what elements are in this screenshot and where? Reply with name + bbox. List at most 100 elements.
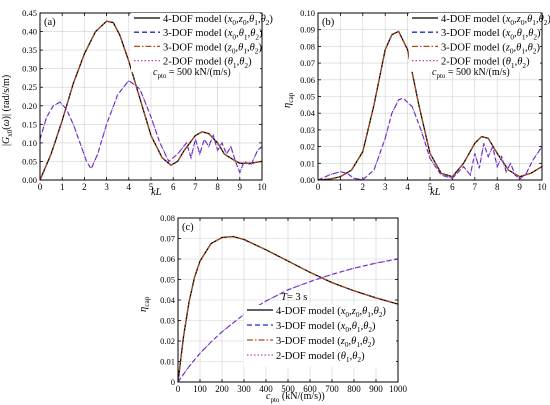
panel-label: (a) [44,17,56,28]
legend-entry-3: 3-DOF model (z0,θ1,θ2) [276,336,375,349]
x-tick-label: 1 [338,182,343,192]
y-axis-label: |Gx0(ω)| (rad/s/m) [1,75,14,146]
x-tick-label: 900 [369,384,383,394]
panel-c: 0 100 200 300 400 500 600 700 800 900 1000 0 0.01 0.0… [138,213,408,404]
y-tick-label: 0.10 [300,8,315,18]
legend-entry-2: 3-DOF model (x0,θ1,θ2) [163,28,263,41]
x-axis-label: cpto (kN/(m/s)) [266,391,325,404]
x-tick-label: 6 [450,182,455,192]
legend-entry-3: 3-DOF model (z0,θ1,θ2) [163,42,262,55]
y-tick-label: 0.40 [22,27,37,37]
y-axis-label: ηcap [138,296,151,312]
legend-entry-4: 2-DOF model (θ1,θ2) [441,57,530,70]
x-tick-label: 2 [361,182,366,192]
series-line-4 [317,97,543,181]
x-tick-label: 7 [193,182,198,192]
legend-entry-1: 4-DOF model (x0,z0,θ1,θ2) [441,14,550,27]
y-tick-label: 0.06 [300,75,315,85]
x-axis-label: kL [430,187,441,198]
y-tick-label: 0.45 [22,8,37,18]
y-tick-label: 0.02 [300,142,315,152]
legend-entry-1: 4-DOF model (x0,z0,θ1,θ2) [276,306,386,319]
x-tick-label: 10 [258,182,268,192]
legend-entry-2: 3-DOF model (x0,θ1,θ2) [276,321,376,334]
series-line-3 [177,235,399,383]
x-tick-label: 0 [38,182,43,192]
legend-entry-2: 3-DOF model (x0,θ1,θ2) [441,28,541,41]
x-tick-label: 4 [405,182,410,192]
panel-b: 0 1 2 3 4 5 6 7 8 9 10 0.00 0.01 0.02 0.03 0.04 0.05 0.06… [282,8,550,198]
legend-entry-4: 2-DOF model (θ1,θ2) [276,351,365,364]
y-tick-label: 0.15 [22,119,37,129]
x-tick-label: 9 [517,182,522,192]
y-tick-label: 0.08 [160,213,175,223]
x-axis-label: kL [151,187,162,198]
panel-label: (b) [322,17,335,28]
legend-entry-1: 4-DOF model (x0,z0,θ1,θ2) [163,14,273,27]
x-tick-label: 300 [237,384,251,394]
y-tick-label: 0.03 [160,316,175,326]
y-tick-label: 0.06 [160,254,175,264]
series-line-2 [39,79,263,175]
x-tick-label: 3 [104,182,109,192]
annotation-period: T= 3 s [281,292,307,303]
legend-box [244,305,396,367]
y-tick-label: 0.25 [22,82,37,92]
x-tick-label: 7 [473,182,478,192]
x-tick-label: 10 [538,182,548,192]
plot-frame [177,217,399,383]
legend-entry-3: 3-DOF model (z0,θ1,θ2) [441,42,540,55]
y-tick-label: 0.05 [160,275,175,285]
y-tick-label: 0.02 [160,336,175,346]
y-tick-label: 0.07 [300,58,315,68]
y-tick-label: 0.04 [300,108,316,118]
x-tick-label: 800 [347,384,361,394]
series-line-4 [39,79,263,175]
legend-box [131,13,260,72]
x-tick-label: 5 [149,182,154,192]
panel-a: 0 1 2 3 4 5 6 7 8 9 10 0.00 0.05 0.10 0.15 0.20 0.25 0.30… [1,8,273,198]
x-tick-label: 700 [325,384,339,394]
x-tick-label: 400 [259,384,273,394]
y-tick-label: 0.05 [22,156,37,166]
x-tick-label: 1000 [389,384,408,394]
y-tick-label: 0.07 [160,234,175,244]
legend-entry-4: 2-DOF model (θ1,θ2) [163,57,252,70]
x-tick-label: 100 [193,384,207,394]
panel-label: (c) [182,222,194,233]
x-tick-label: 0 [176,384,181,394]
series-line-3 [39,20,263,181]
y-tick-label: 0.00 [300,175,315,185]
x-tick-label: 600 [303,384,317,394]
x-tick-label: 3 [383,182,388,192]
y-tick-label: 0.00 [22,175,37,185]
series-line-4 [177,258,399,383]
y-tick-label: 0.10 [22,138,37,148]
y-tick-label: 0.05 [300,92,315,102]
y-axis-label: ηcap [282,92,295,108]
x-tick-label: 8 [215,182,220,192]
annotation-cpto: cpto = 500 kN/(m/s) [432,67,510,80]
legend-box [409,13,540,72]
x-tick-label: 6 [171,182,176,192]
y-tick-label: 0.35 [22,45,37,55]
y-tick-label: 0.01 [160,357,175,367]
x-tick-label: 200 [215,384,229,394]
x-tick-label: 9 [238,182,243,192]
y-tick-label: 0.30 [22,64,37,74]
y-tick-label: 0.08 [300,41,315,51]
y-tick-label: 0.09 [300,25,315,35]
annotation-cpto: cpto = 500 kN/(m/s) [153,67,231,80]
x-tick-label: 8 [495,182,500,192]
y-tick-label: 0.20 [22,101,37,111]
x-tick-label: 4 [127,182,132,192]
y-tick-label: 0.04 [160,295,176,305]
x-tick-label: 2 [82,182,87,192]
x-tick-label: 500 [281,384,295,394]
y-tick-label: 0.03 [300,125,315,135]
y-tick-label: 0.01 [300,158,315,168]
x-tick-label: 1 [60,182,65,192]
x-tick-label: 5 [428,182,433,192]
y-tick-label: 0 [171,377,175,387]
